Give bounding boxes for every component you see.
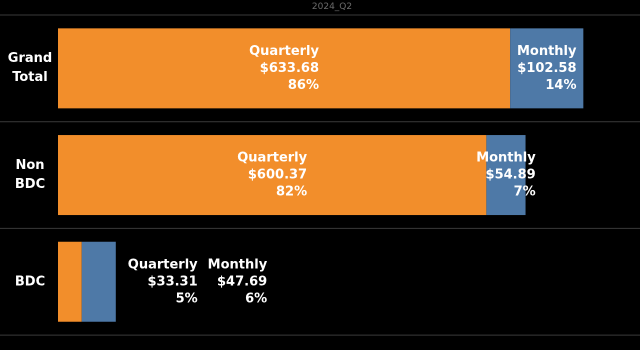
data-label-line: Quarterly: [249, 44, 319, 59]
data-label-line: $102.58: [517, 61, 576, 76]
data-label-line: $33.31: [147, 274, 197, 289]
data-label-line: 6%: [245, 291, 267, 306]
bar-segment: [510, 28, 584, 109]
data-label-line: Quarterly: [128, 257, 198, 272]
bar-segment: [58, 135, 487, 216]
data-label: Quarterly $600.37 82%: [237, 151, 307, 200]
data-label-line: Monthly: [517, 44, 577, 59]
data-label: Quarterly $33.31 5%: [128, 257, 198, 306]
bar-segment: [58, 241, 82, 322]
data-label-line: Quarterly: [237, 151, 307, 166]
data-label: Quarterly $633.68 86%: [249, 44, 319, 93]
data-label-line: Monthly: [476, 151, 536, 166]
data-label-line: 86%: [288, 78, 319, 93]
category-label: Grand Total: [7, 51, 53, 86]
data-label-line: $54.89: [486, 168, 536, 183]
data-label-line: 14%: [545, 78, 576, 93]
category-label: BDC: [14, 274, 46, 290]
data-label: Monthly $54.89 7%: [476, 151, 536, 200]
data-label-line: $633.68: [260, 61, 319, 76]
data-label-line: $600.37: [248, 168, 307, 183]
data-label-line: 7%: [514, 185, 536, 200]
category-label: Non BDC: [14, 158, 46, 193]
data-label-line: $47.69: [217, 274, 267, 289]
chart-title: 2024_Q2: [312, 2, 352, 12]
data-label-line: 82%: [276, 185, 307, 200]
bar-segment: [58, 28, 511, 109]
data-label-line: 5%: [176, 291, 198, 306]
data-label: Monthly $102.58 14%: [517, 44, 577, 93]
data-label-line: Monthly: [208, 257, 268, 272]
data-label: Monthly $47.69 6%: [208, 257, 268, 306]
bar-segment: [81, 241, 116, 322]
bar-segment: [486, 135, 526, 216]
